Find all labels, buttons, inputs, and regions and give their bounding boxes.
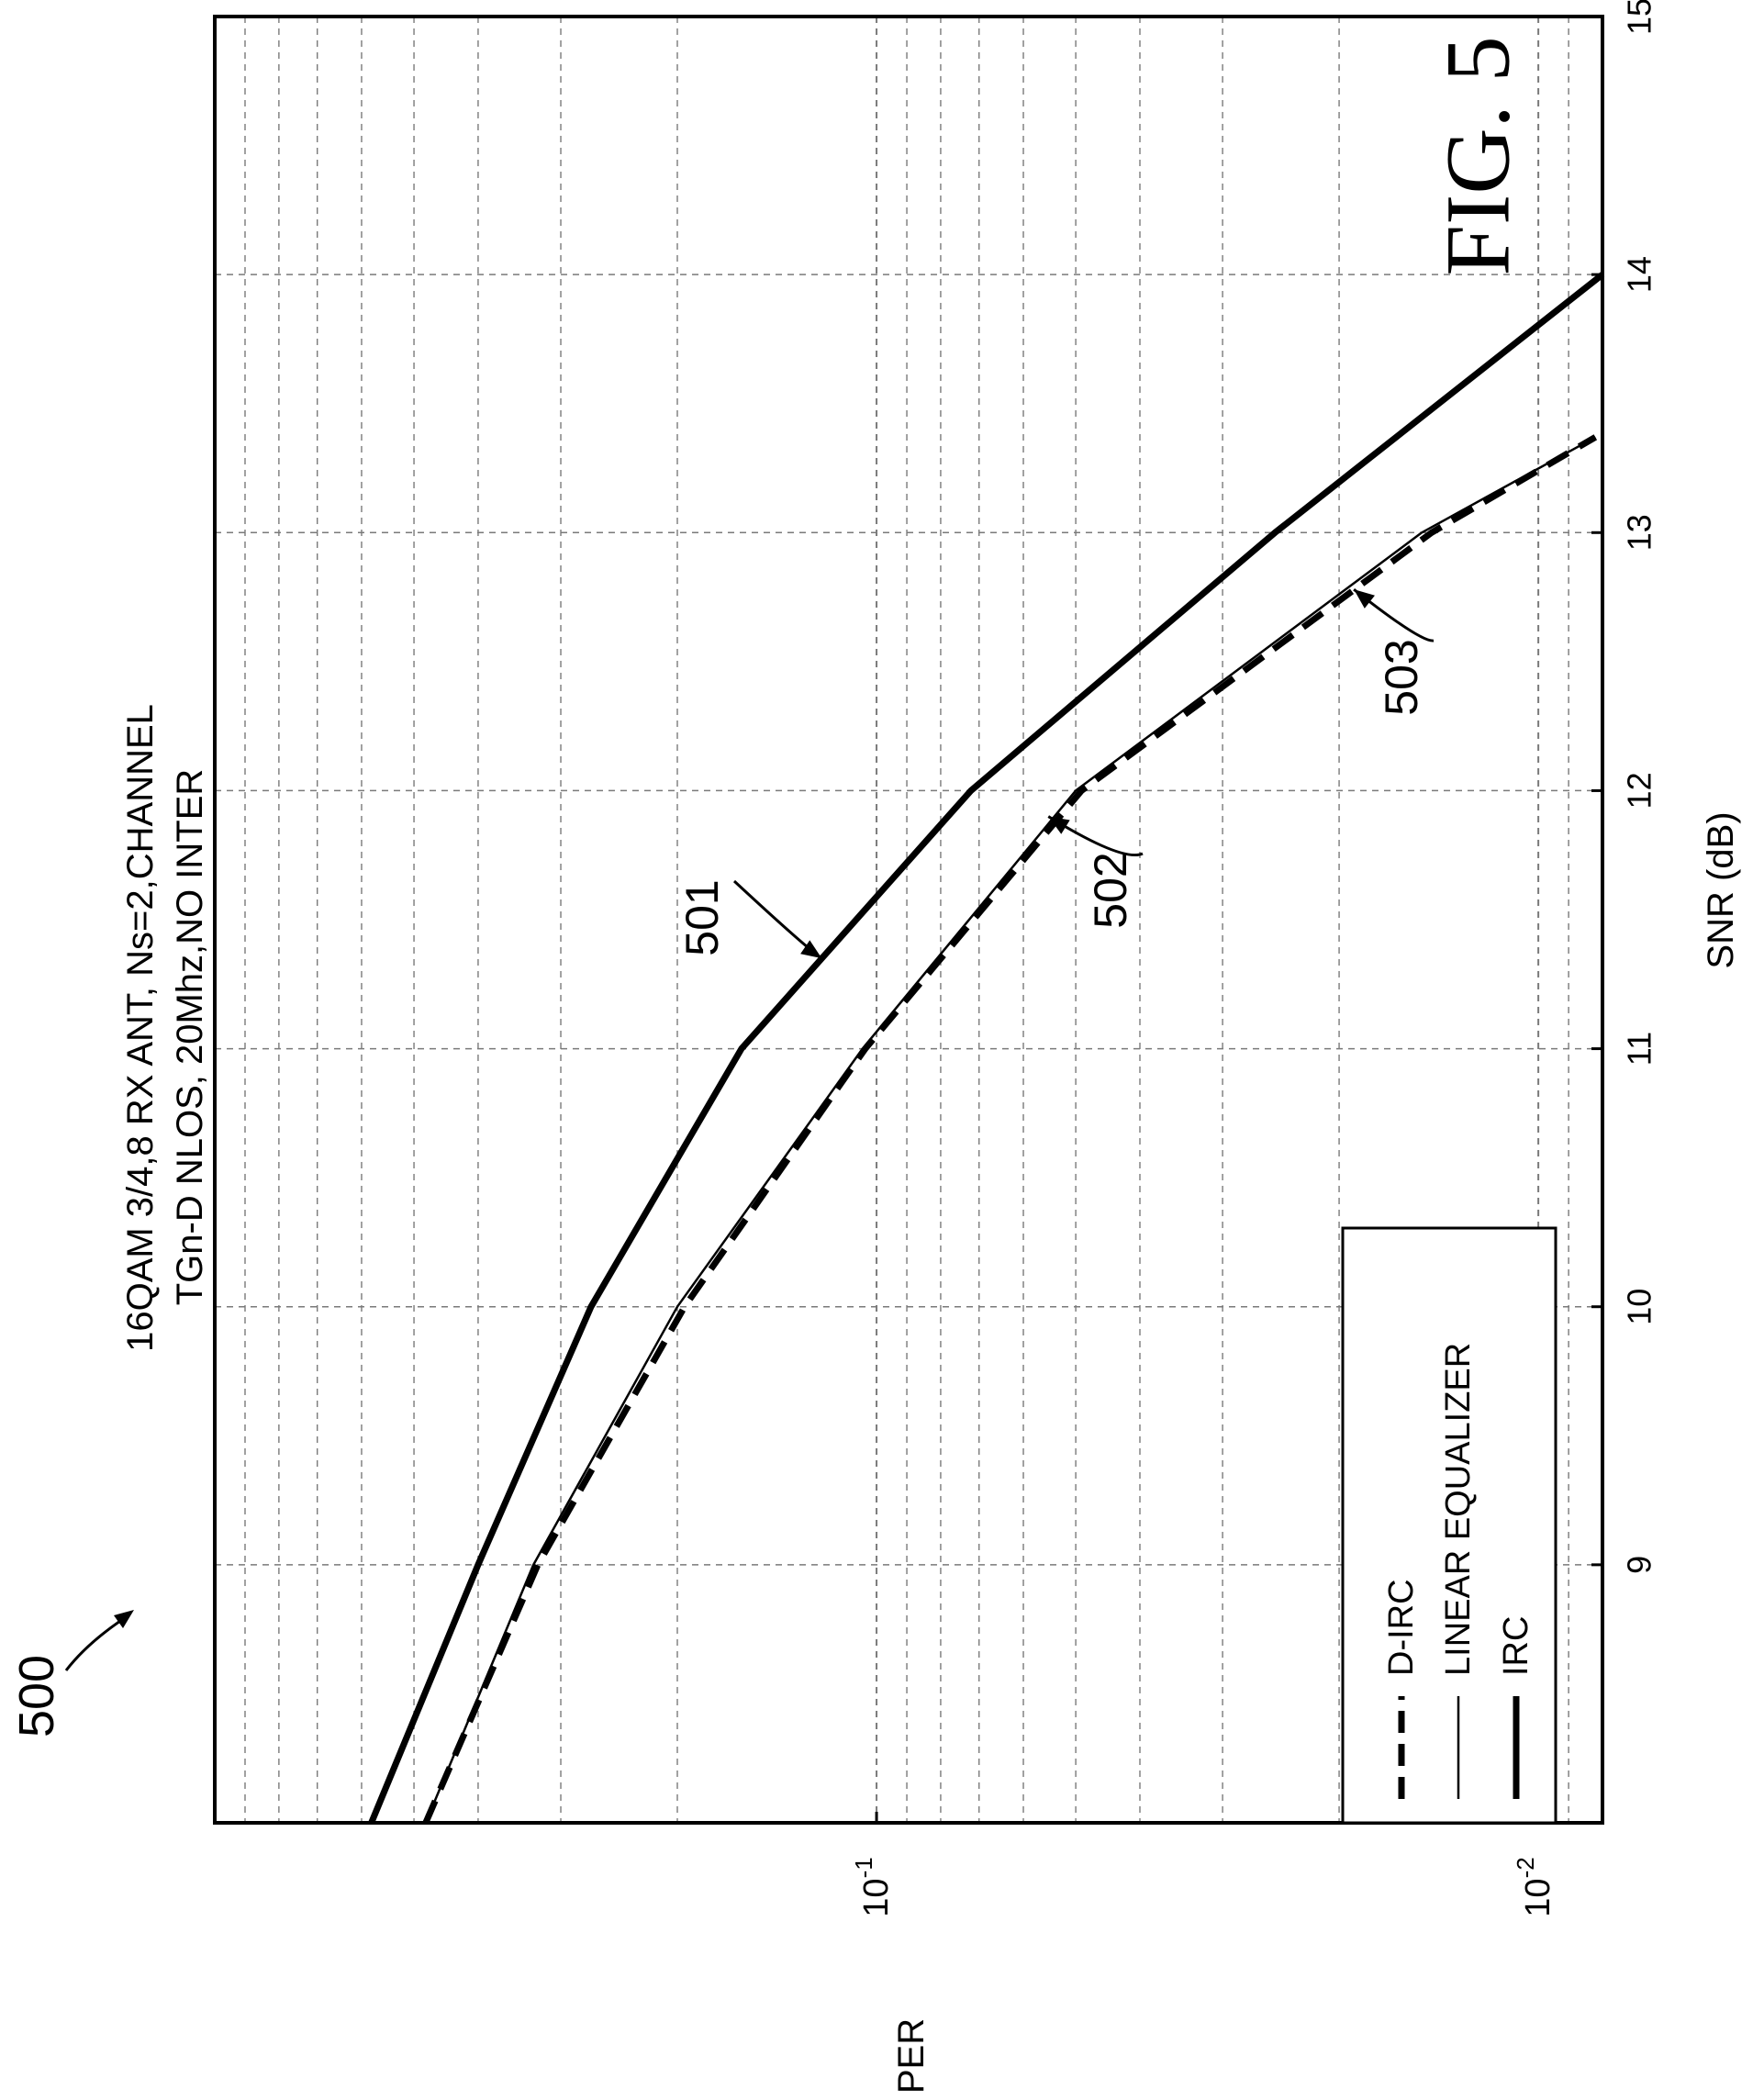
- figure-reference-number: 500: [9, 1655, 64, 1737]
- series-layer: [368, 272, 1605, 1825]
- x-tick-label: 14: [1621, 256, 1658, 293]
- legend-label: D-IRC: [1382, 1579, 1421, 1676]
- annotation-arrowhead: [800, 940, 822, 959]
- annotation-layer: 501 502 503: [676, 587, 1435, 960]
- annotation-arrowhead: [1048, 816, 1070, 834]
- annotation-label-502: 502: [1085, 852, 1136, 928]
- plot-frame: [213, 15, 1604, 1825]
- y-tick-label: 10-1: [850, 1857, 896, 1916]
- x-tick-label: 13: [1621, 514, 1658, 551]
- annotation-arrowhead: [1354, 589, 1375, 609]
- y-tick-exponent: -1: [850, 1857, 877, 1878]
- y-axis-label: PER: [891, 2018, 932, 2094]
- annotation-label-503: 503: [1376, 639, 1427, 715]
- series-line-irc: [368, 272, 1605, 1825]
- figure-reference-arrowhead: [114, 1610, 134, 1628]
- chart-title-line-1: 16QAM 3/4,8 RX ANT, Ns=2,CHANNEL: [120, 704, 161, 1352]
- y-tick-exponent: -2: [1512, 1857, 1539, 1878]
- x-tick-label: 10: [1621, 1289, 1658, 1325]
- x-tick-label: 12: [1621, 772, 1658, 809]
- legend: D-IRC LINEAR EQUALIZER IRC: [1341, 1226, 1557, 1825]
- x-axis-label: SNR (dB): [1701, 811, 1741, 968]
- legend-entries: D-IRC LINEAR EQUALIZER IRC: [1382, 1343, 1535, 1799]
- legend-label: IRC: [1497, 1616, 1535, 1676]
- series-line-linear-equalizer: [424, 436, 1596, 1824]
- legend-label: LINEAR EQUALIZER: [1439, 1343, 1478, 1676]
- y-tick-base: 10: [857, 1878, 896, 1916]
- x-tick-label: 9: [1621, 1556, 1658, 1574]
- figure-label: FIG. 5: [1427, 36, 1529, 275]
- series-line-d-irc: [422, 434, 1598, 1825]
- figure-reference-arrow: [64, 1615, 127, 1671]
- y-tick-label: 10-2: [1512, 1857, 1557, 1916]
- chart-title-line-2: TGn-D NLOS, 20Mhz,NO INTER: [170, 769, 210, 1306]
- y-tick-base: 10: [1519, 1878, 1557, 1916]
- annotation-label-501: 501: [676, 879, 728, 955]
- x-tick-label: 11: [1621, 1032, 1658, 1066]
- legend-box: [1341, 1226, 1557, 1825]
- x-tick-label: 15: [1621, 0, 1658, 35]
